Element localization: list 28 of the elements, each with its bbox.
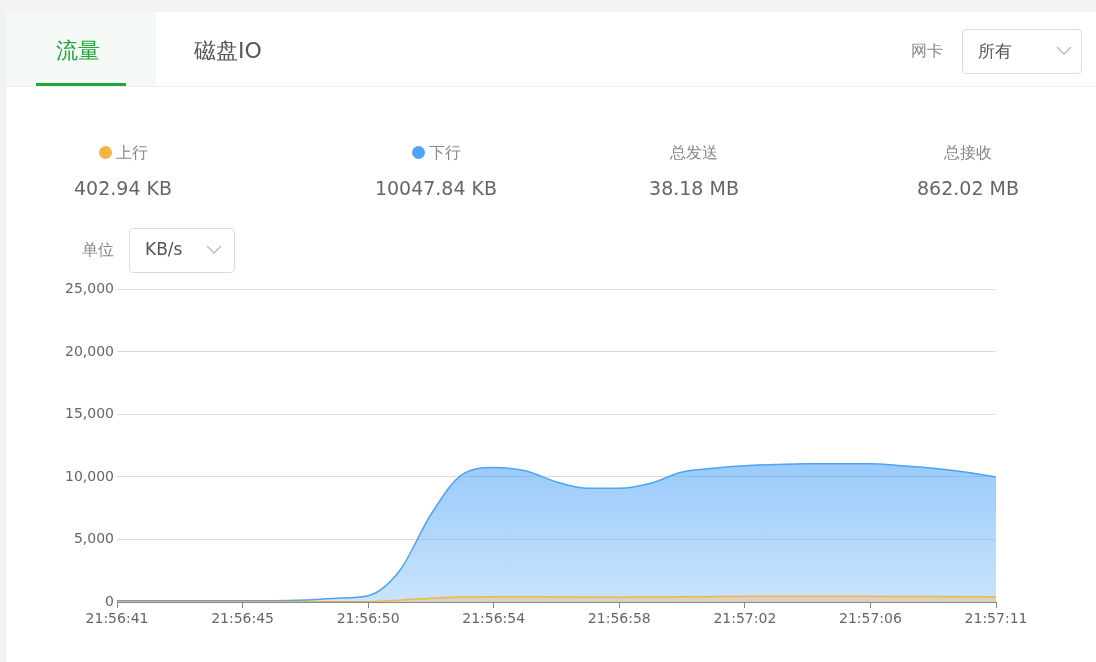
text: 磁盘IO — [194, 37, 262, 65]
x-tick-label: 21:57:11 — [964, 610, 1028, 627]
y-tick-label: 10,000 — [65, 467, 114, 484]
x-tick-label: 21:56:58 — [587, 610, 651, 627]
text: 单位 — [82, 240, 114, 261]
x-tick-label: 21:56:54 — [462, 610, 526, 627]
y-tick-label: 15,000 — [65, 405, 114, 422]
text: 402.94 KB — [73, 177, 173, 199]
text: 总发送 — [669, 143, 719, 164]
legend-label: 上行 — [115, 143, 148, 162]
text: 总接收 — [943, 143, 993, 164]
text: 862.02 MB — [916, 177, 1020, 199]
text: KB/s — [145, 239, 183, 259]
y-tick-label: 20,000 — [65, 342, 114, 359]
y-tick-label: 5,000 — [73, 530, 114, 547]
text: 流量 — [56, 37, 100, 65]
x-tick-label: 21:57:02 — [713, 610, 777, 627]
text: 38.18 MB — [648, 177, 740, 199]
legend-label: 下行 — [428, 143, 461, 162]
x-tick-label: 21:56:50 — [336, 610, 400, 627]
x-tick-label: 21:56:45 — [211, 610, 275, 627]
text: 网卡 — [911, 41, 943, 62]
y-tick-label: 0 — [105, 592, 114, 609]
text: 所有 — [978, 40, 1012, 63]
y-tick-label: 25,000 — [65, 280, 114, 297]
x-tick-label: 21:57:06 — [838, 610, 902, 627]
text: 10047.84 KB — [373, 177, 499, 199]
x-tick-label: 21:56:41 — [85, 610, 149, 627]
